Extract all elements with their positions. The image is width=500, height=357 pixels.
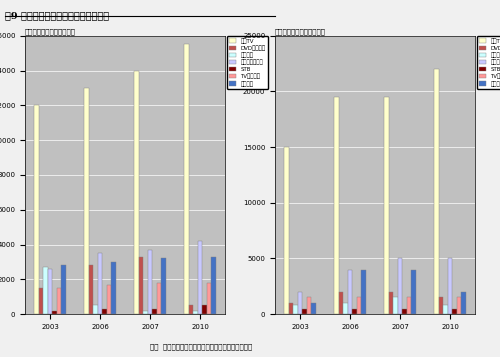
Bar	[184, 44, 188, 314]
Bar	[162, 258, 166, 314]
Bar	[302, 308, 306, 314]
Bar	[452, 308, 456, 314]
Bar	[339, 292, 343, 314]
Bar	[157, 283, 161, 314]
Bar	[434, 69, 438, 314]
Bar	[148, 250, 152, 314]
Bar	[294, 305, 298, 314]
Bar	[62, 266, 66, 314]
Bar	[48, 269, 52, 314]
Bar	[307, 297, 311, 314]
Bar	[34, 105, 38, 314]
Bar	[207, 283, 211, 314]
Bar	[98, 253, 102, 314]
Text: 出所  富士キメラ総研の資料を基に経済産業省が作成: 出所 富士キメラ総研の資料を基に経済産業省が作成	[150, 343, 252, 350]
Text: 情報家電の国内市場の動向: 情報家電の国内市場の動向	[25, 28, 76, 35]
Bar	[312, 303, 316, 314]
Bar	[212, 257, 216, 314]
Bar	[384, 97, 388, 314]
Bar	[39, 288, 43, 314]
Text: 図9 情報家電の国内・海外市場の動向: 図9 情報家電の国内・海外市場の動向	[5, 11, 109, 20]
Bar	[89, 266, 93, 314]
Bar	[194, 311, 198, 314]
Bar	[139, 257, 143, 314]
Bar	[407, 297, 411, 314]
Text: 情報家電の海外市場の動向: 情報家電の海外市場の動向	[275, 28, 326, 35]
Bar	[284, 147, 288, 314]
Bar	[334, 97, 338, 314]
Bar	[289, 303, 293, 314]
Bar	[152, 309, 156, 314]
Bar	[352, 308, 356, 314]
Bar	[134, 71, 138, 314]
Bar	[107, 285, 111, 314]
Bar	[348, 270, 352, 314]
Bar	[202, 306, 206, 314]
Bar	[112, 262, 116, 314]
Bar	[144, 311, 148, 314]
Bar	[448, 258, 452, 314]
Bar	[444, 305, 448, 314]
Bar	[298, 292, 302, 314]
Bar	[457, 297, 461, 314]
Bar	[394, 297, 398, 314]
Bar	[102, 309, 106, 314]
Bar	[344, 303, 347, 314]
Bar	[398, 258, 402, 314]
Bar	[402, 308, 406, 314]
Bar	[357, 297, 361, 314]
Bar	[462, 292, 466, 314]
Bar	[94, 306, 98, 314]
Bar	[412, 270, 416, 314]
Bar	[84, 88, 88, 314]
Bar	[52, 311, 56, 314]
Bar	[389, 292, 393, 314]
Bar	[57, 288, 61, 314]
Bar	[44, 267, 48, 314]
Bar	[362, 270, 366, 314]
Legend: 薄型TV, DVDレコーダ, 携帯電話, デジタルカメラ, STB, TVゲーム機, カーナビ: 薄型TV, DVDレコーダ, 携帯電話, デジタルカメラ, STB, TVゲーム…	[227, 36, 268, 89]
Bar	[189, 306, 193, 314]
Bar	[198, 241, 202, 314]
Legend: 薄型TV, DVDレコーダ, 携帯電話, デジタルカメラ, STB, TVゲーム機, カーナビ: 薄型TV, DVDレコーダ, 携帯電話, デジタルカメラ, STB, TVゲーム…	[477, 36, 500, 89]
Bar	[439, 297, 443, 314]
